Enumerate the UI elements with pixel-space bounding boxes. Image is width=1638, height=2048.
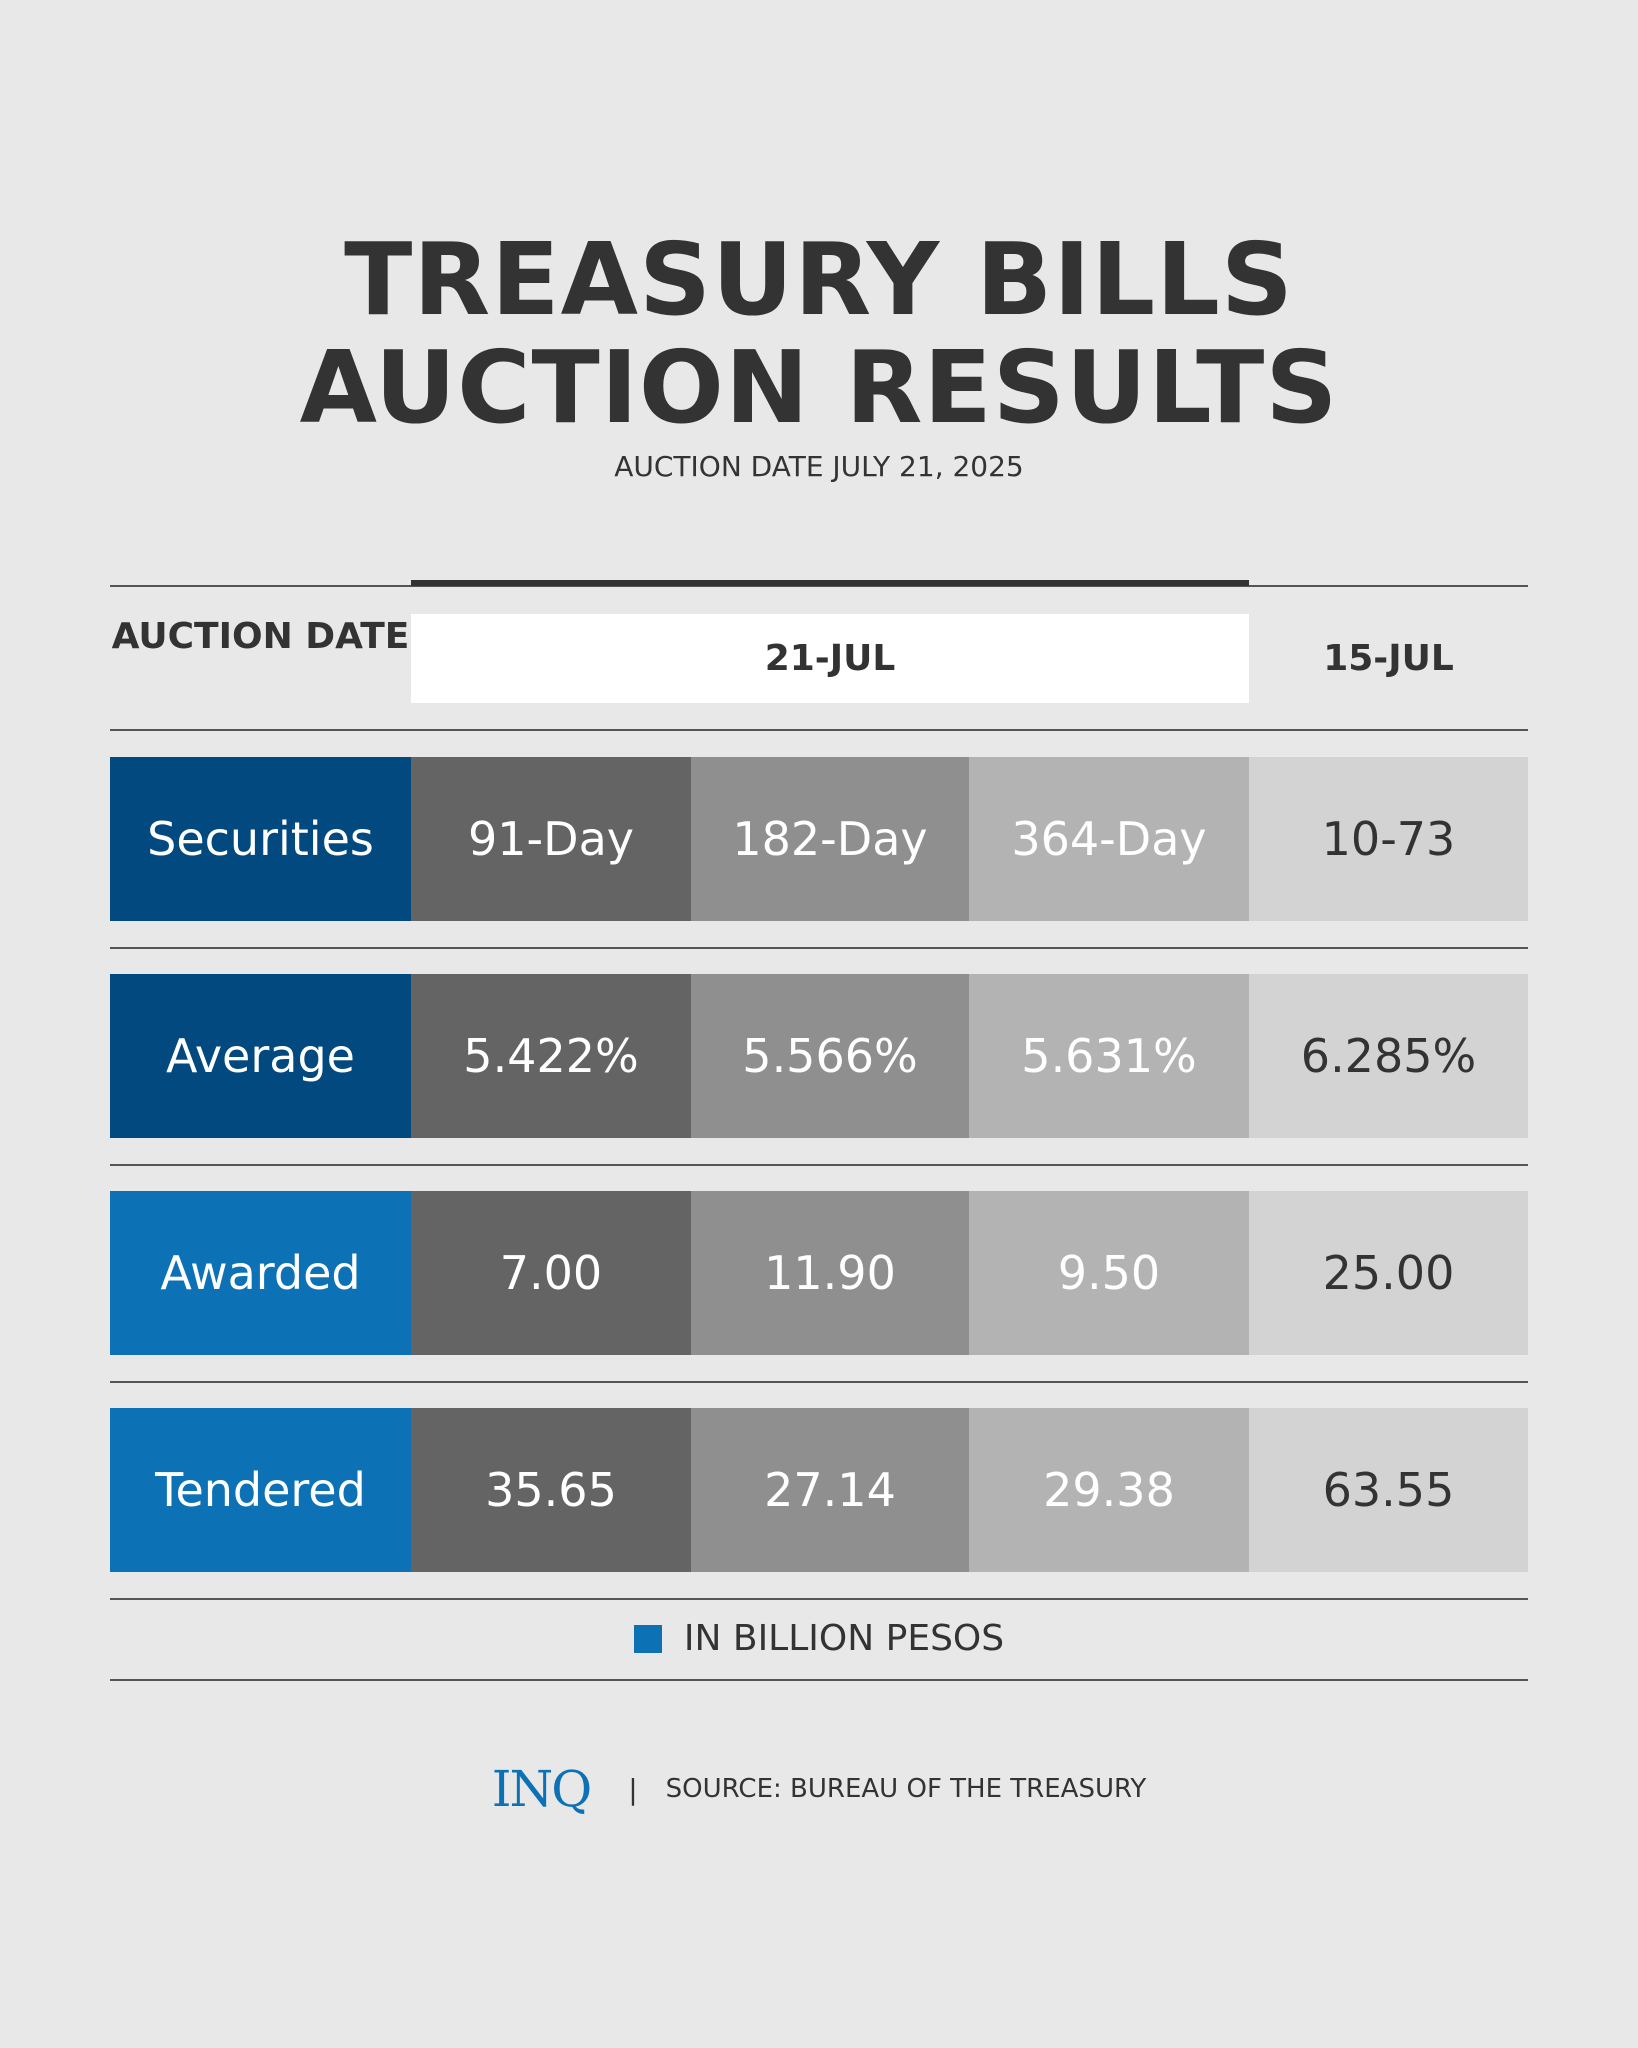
divider — [110, 1381, 1528, 1383]
header-previous-date: 15-JUL — [1249, 614, 1528, 703]
footer: INQ | SOURCE: BUREAU OF THE TREASURY — [0, 1760, 1638, 1818]
table-row-average: Average 5.422% 5.566% 5.631% 6.285% — [110, 974, 1528, 1138]
header-current-date: 21-JUL — [411, 614, 1249, 703]
table-row-awarded: Awarded 7.00 11.90 9.50 25.00 — [110, 1191, 1528, 1355]
row-label: Awarded — [110, 1191, 411, 1355]
row-label: Securities — [110, 757, 411, 921]
table-cell: 25.00 — [1249, 1191, 1528, 1355]
table-cell: 27.14 — [691, 1408, 969, 1572]
divider — [110, 1598, 1528, 1600]
row-label: Average — [110, 974, 411, 1138]
subtitle: AUCTION DATE JULY 21, 2025 — [614, 450, 1024, 483]
table-cell: 11.90 — [691, 1191, 969, 1355]
table-cell: 10-73 — [1249, 757, 1528, 921]
header-accent-bar — [411, 580, 1249, 586]
legend-label: IN BILLION PESOS — [683, 1618, 1005, 1659]
legend: IN BILLION PESOS — [0, 1618, 1638, 1659]
divider — [110, 729, 1528, 731]
divider — [110, 947, 1528, 949]
header-previous-text: 15-JUL — [1323, 638, 1454, 679]
row-label: Tendered — [110, 1408, 411, 1572]
table-cell: 5.631% — [969, 974, 1249, 1138]
divider — [110, 585, 1528, 587]
table-cell: 35.65 — [411, 1408, 691, 1572]
table-cell: 91-Day — [411, 757, 691, 921]
table-cell: 182-Day — [691, 757, 969, 921]
table-cell: 5.566% — [691, 974, 969, 1138]
table-row-tendered: Tendered 35.65 27.14 29.38 63.55 — [110, 1408, 1528, 1572]
divider — [110, 1679, 1528, 1681]
table-cell: 29.38 — [969, 1408, 1249, 1572]
header-current-text: 21-JUL — [764, 638, 896, 679]
title-line-2: AUCTION RESULTS — [299, 329, 1339, 446]
footer-separator: | — [628, 1772, 638, 1806]
title-line-1: TREASURY BILLS — [344, 221, 1294, 338]
table-cell: 364-Day — [969, 757, 1249, 921]
table-row-securities: Securities 91-Day 182-Day 364-Day 10-73 — [110, 757, 1528, 921]
header-label: AUCTION DATE — [111, 616, 410, 657]
table-cell: 7.00 — [411, 1191, 691, 1355]
table-cell: 6.285% — [1249, 974, 1528, 1138]
inq-logo: INQ — [491, 1760, 592, 1818]
legend-swatch — [633, 1624, 662, 1653]
table-cell: 63.55 — [1249, 1408, 1528, 1572]
divider — [110, 1164, 1528, 1166]
source-credit: SOURCE: BUREAU OF THE TREASURY — [665, 1774, 1147, 1804]
table-cell: 5.422% — [411, 974, 691, 1138]
table-cell: 9.50 — [969, 1191, 1249, 1355]
